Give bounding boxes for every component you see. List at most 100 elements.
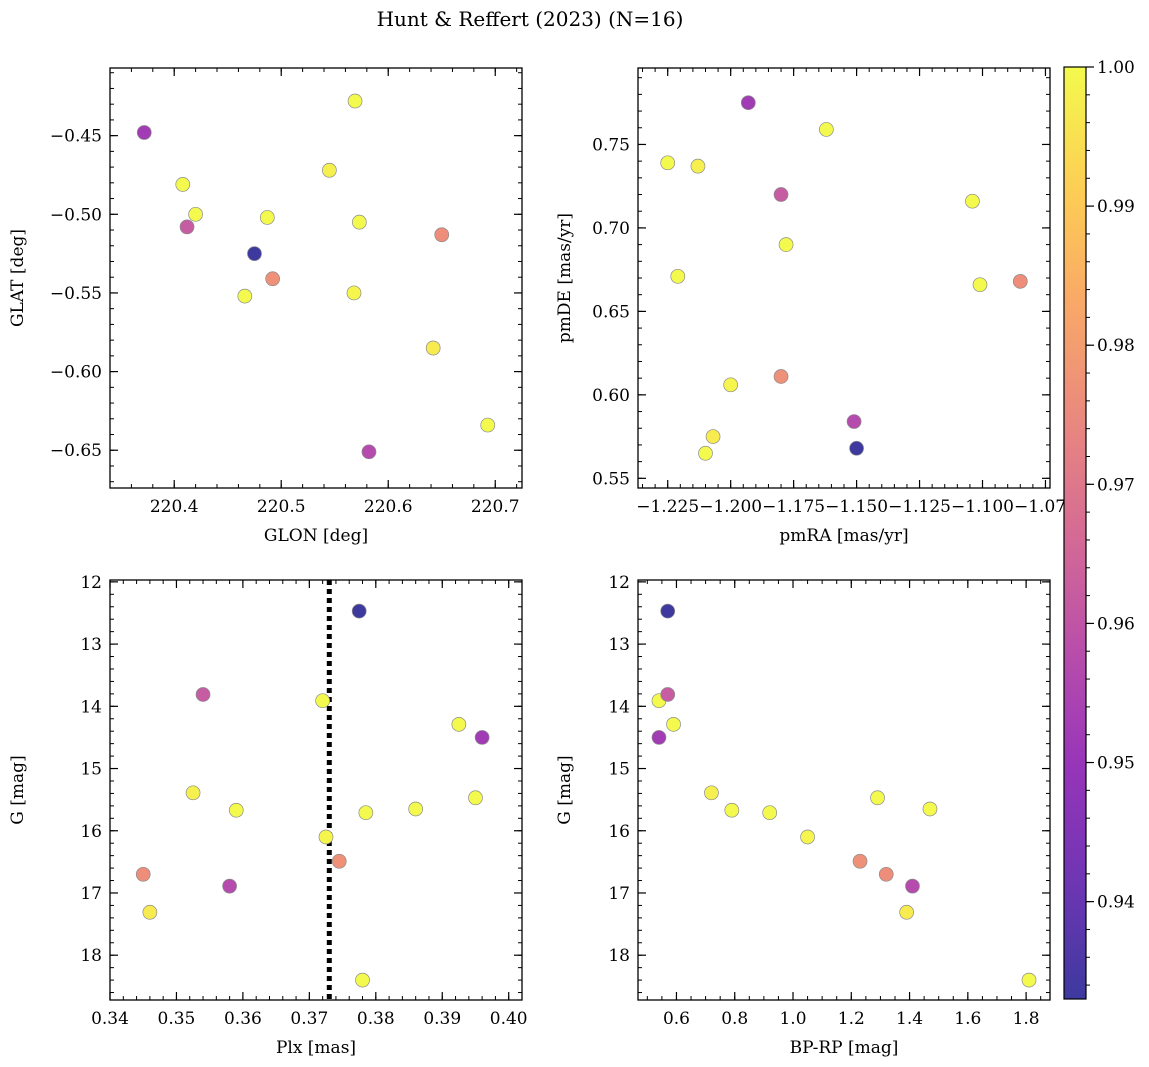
- data-point: [188, 206, 203, 222]
- data-point: [142, 904, 158, 920]
- x-tick-label: −1.150: [825, 497, 888, 517]
- y-tick-label: −0.60: [50, 363, 102, 383]
- x-tick-label: 1.8: [1013, 1009, 1040, 1029]
- data-point: [690, 158, 706, 174]
- y-tick-label: 0.60: [592, 386, 630, 406]
- x-tick-label: 0.37: [290, 1009, 328, 1029]
- x-tick-label: 0.35: [158, 1009, 196, 1029]
- data-point: [451, 717, 467, 732]
- data-point: [247, 246, 262, 261]
- colorbar-tick-label: 0.98: [1097, 336, 1135, 356]
- y-tick-label: 15: [80, 760, 102, 780]
- x-tick-label: 0.38: [357, 1009, 395, 1029]
- data-point: [852, 853, 868, 869]
- data-point: [351, 214, 367, 230]
- x-tick-label: 220.7: [471, 497, 520, 517]
- y-axis-label: GLAT [deg]: [8, 229, 28, 327]
- x-tick-label: 0.36: [224, 1009, 262, 1029]
- panel-pmra_pmde: −1.225 −1.200 −1.175 −1.150 −1.125 −1.100 −1.0…: [555, 67, 1077, 546]
- y-tick-label: 18: [80, 946, 102, 966]
- x-tick-label: 0.40: [490, 1009, 528, 1029]
- data-point: [179, 219, 195, 235]
- data-point: [315, 693, 330, 709]
- data-point: [228, 802, 244, 818]
- x-axis-label: pmRA [mas/yr]: [779, 526, 908, 546]
- x-tick-label: 0.34: [91, 1009, 129, 1029]
- panel-plx_g: 0.34 0.35 0.36 0.37 0.38 0.39 0.40 12 13 14 15 16 17…: [8, 573, 528, 1058]
- y-axis-label: G [mag]: [555, 755, 575, 824]
- x-tick-label: 220.6: [364, 497, 413, 517]
- x-tick-label: −1.225: [636, 497, 699, 517]
- x-tick-label: −1.175: [762, 497, 825, 517]
- y-tick-label: 0.55: [592, 469, 630, 489]
- data-point: [408, 801, 424, 817]
- data-point: [819, 122, 834, 137]
- y-axis-label: G [mag]: [8, 755, 28, 824]
- data-point: [361, 444, 377, 460]
- colorbar-tick-label: 0.97: [1097, 475, 1135, 495]
- data-point: [698, 445, 713, 461]
- colorbar-tick-label: 0.94: [1097, 893, 1135, 913]
- panel-bprp_g: 0.6 0.8 1.0 1.2 1.4 1.6 1.8 12 13 14 15 16 17 18 BP-RP…: [555, 573, 1051, 1058]
- data-point: [800, 829, 815, 845]
- colorbar-tick-label: 0.95: [1097, 754, 1135, 774]
- data-point: [265, 271, 281, 287]
- x-tick-label: 0.8: [721, 1009, 748, 1029]
- x-tick-label: −1.125: [888, 497, 951, 517]
- y-tick-label: −0.45: [50, 127, 102, 147]
- data-point: [724, 802, 740, 818]
- data-point: [195, 687, 211, 702]
- data-point: [740, 95, 756, 111]
- y-tick-label: 16: [608, 822, 630, 842]
- y-tick-label: 15: [608, 760, 630, 780]
- data-point: [899, 904, 914, 920]
- data-point: [905, 878, 920, 894]
- plot-frame: [637, 579, 1051, 1001]
- data-point: [870, 790, 885, 806]
- data-point: [849, 440, 864, 456]
- data-point: [135, 866, 151, 882]
- y-tick-label: 17: [608, 884, 630, 904]
- data-point: [670, 268, 686, 284]
- panel-glon_glat: 220.4 220.5 220.6 220.7 −0.65 −0.60 −0.55 −0.50…: [8, 67, 523, 546]
- y-tick-label: 0.70: [592, 219, 630, 239]
- plot-frame: [109, 67, 523, 489]
- data-point: [222, 878, 237, 894]
- y-tick-label: −0.50: [50, 205, 102, 225]
- data-point: [259, 210, 275, 225]
- data-point: [1021, 972, 1037, 988]
- x-tick-label: 0.39: [423, 1009, 461, 1029]
- subplot-grid: 220.4 220.5 220.6 220.7 −0.65 −0.60 −0.55 −0.50…: [8, 67, 1077, 1058]
- data-point: [660, 603, 676, 619]
- data-point: [318, 829, 334, 845]
- x-tick-label: 1.6: [954, 1009, 981, 1029]
- data-point: [972, 277, 988, 293]
- data-point: [965, 193, 980, 209]
- data-point: [185, 785, 201, 801]
- x-tick-label: −1.075: [1014, 497, 1077, 517]
- y-tick-label: −0.65: [50, 441, 102, 461]
- colorbar: 0.94 0.95 0.96 0.97 0.98 0.99 1.00: [1063, 58, 1135, 1000]
- colorbar-tick-label: 0.96: [1097, 614, 1135, 634]
- data-point: [773, 369, 789, 384]
- data-point: [358, 805, 374, 821]
- data-point: [355, 972, 370, 988]
- data-point: [322, 162, 337, 178]
- data-point: [762, 805, 778, 821]
- x-tick-label: 1.0: [779, 1009, 806, 1029]
- plot-frame: [109, 579, 523, 1001]
- data-point: [346, 285, 362, 301]
- y-tick-label: 13: [608, 635, 630, 655]
- x-tick-label: 220.5: [257, 497, 306, 517]
- x-tick-label: 1.2: [838, 1009, 865, 1029]
- data-point: [434, 227, 450, 243]
- y-tick-label: −0.55: [50, 284, 102, 304]
- data-point: [705, 429, 721, 444]
- data-point: [237, 288, 253, 304]
- data-point: [778, 237, 794, 252]
- data-point: [175, 177, 191, 192]
- figure-title: Hunt & Reffert (2023) (N=16): [377, 7, 684, 31]
- colorbar-tick-label: 1.00: [1097, 58, 1135, 78]
- plot-frame: [637, 67, 1051, 489]
- y-tick-label: 0.75: [592, 135, 630, 155]
